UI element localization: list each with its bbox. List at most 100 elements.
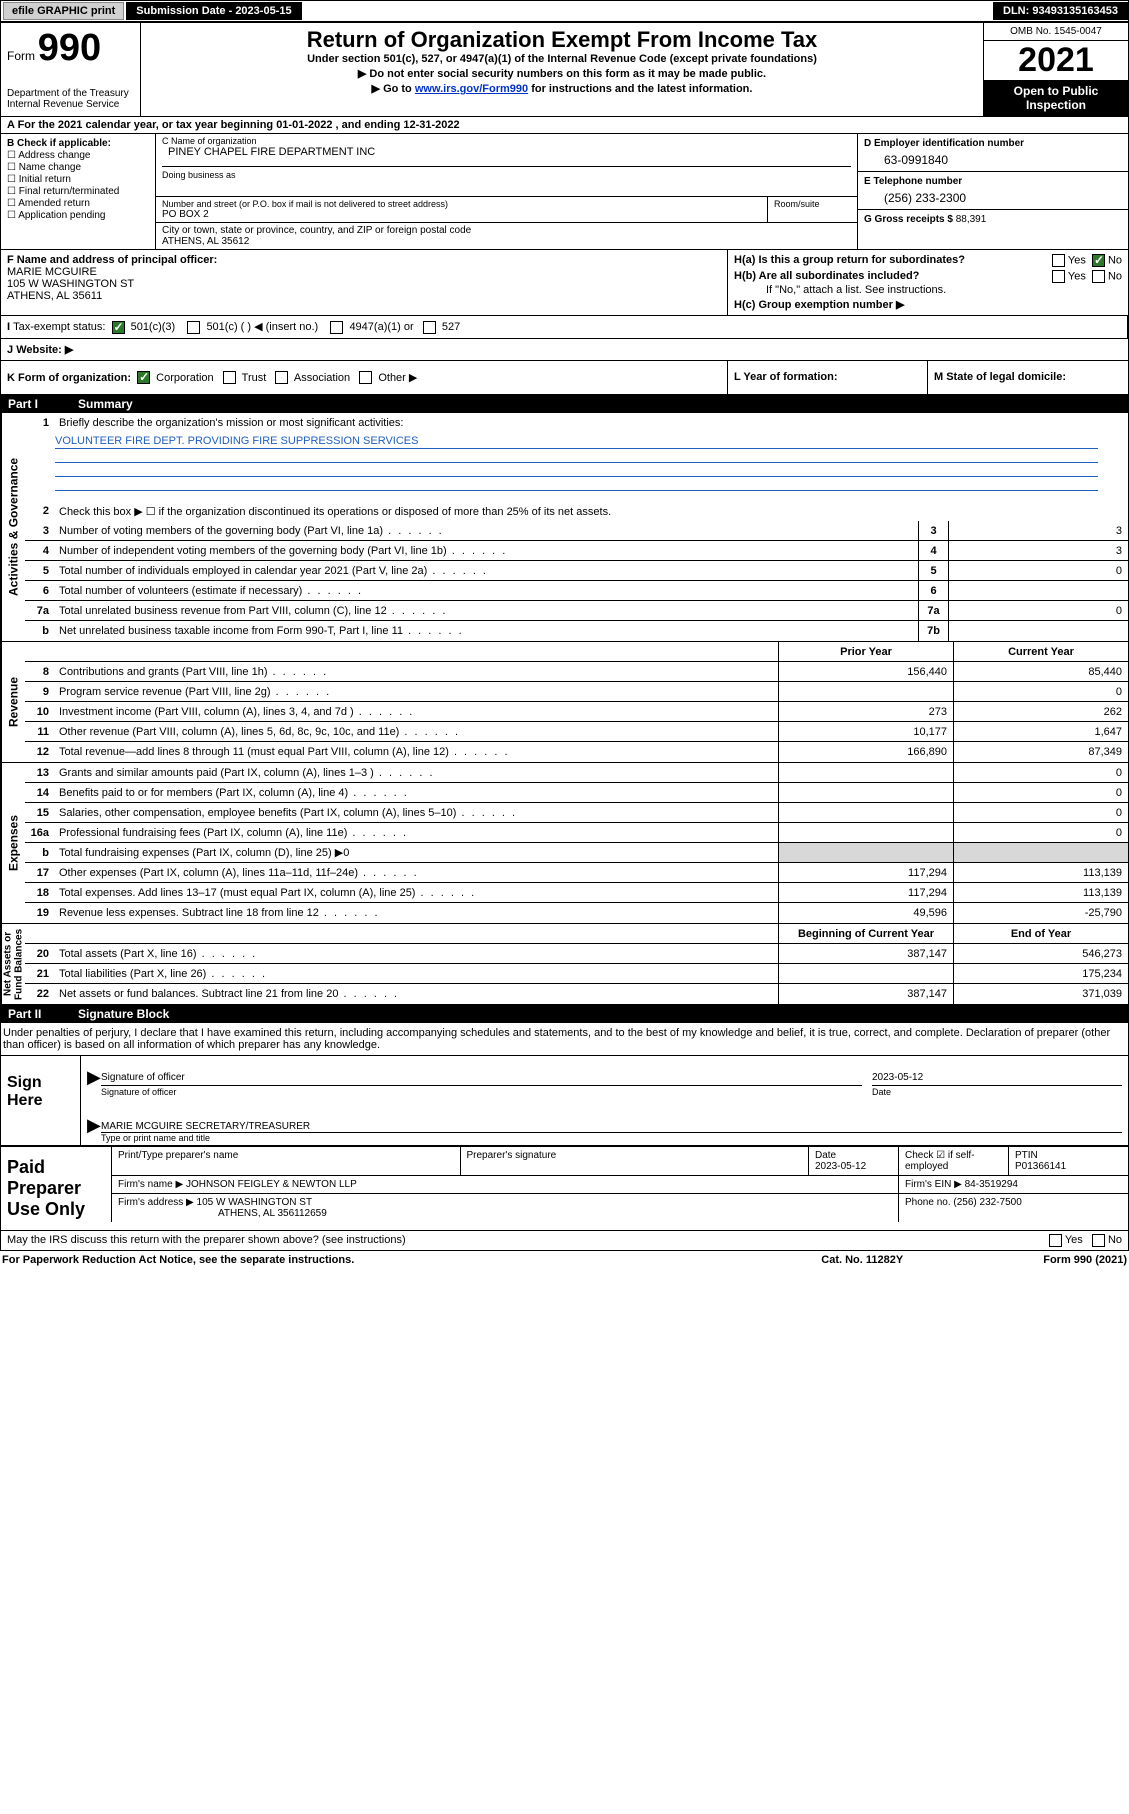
- prior-value: 49,596: [778, 903, 953, 923]
- row-desc: Contributions and grants (Part VIII, lin…: [55, 664, 778, 680]
- row-desc: Other revenue (Part VIII, column (A), li…: [55, 724, 778, 740]
- line-3-val: 3: [948, 521, 1128, 540]
- row-desc: Professional fundraising fees (Part IX, …: [55, 825, 778, 841]
- ha-yes-checkbox[interactable]: [1052, 254, 1065, 267]
- prior-value: 10,177: [778, 722, 953, 741]
- row-desc: Benefits paid to or for members (Part IX…: [55, 785, 778, 801]
- line-7a-desc: Total unrelated business revenue from Pa…: [55, 603, 918, 619]
- assoc-checkbox[interactable]: [275, 371, 288, 384]
- current-value: 0: [953, 823, 1128, 842]
- begin-year-header: Beginning of Current Year: [778, 924, 953, 943]
- form-org-label: K Form of organization:: [7, 372, 131, 384]
- hb-label: H(b) Are all subordinates included?: [734, 270, 919, 282]
- hb-yes-checkbox[interactable]: [1052, 270, 1065, 283]
- top-toolbar: efile GRAPHIC print Submission Date - 20…: [0, 0, 1129, 22]
- discuss-text: May the IRS discuss this return with the…: [7, 1234, 406, 1247]
- 4947-checkbox[interactable]: [330, 321, 343, 334]
- dln-label: DLN: 93493135163453: [993, 2, 1128, 20]
- ha-no-checkbox[interactable]: [1092, 254, 1105, 267]
- chk-final-return[interactable]: Final return/terminated: [7, 186, 149, 197]
- prior-value: 166,890: [778, 742, 953, 762]
- row-desc: Salaries, other compensation, employee b…: [55, 805, 778, 821]
- chk-initial-return[interactable]: Initial return: [7, 174, 149, 185]
- net-assets-section: Net Assets or Fund Balances Beginning of…: [0, 924, 1129, 1005]
- paid-preparer-label: Paid Preparer Use Only: [1, 1147, 111, 1230]
- ein-label: D Employer identification number: [864, 138, 1122, 149]
- preparer-name-header: Print/Type preparer's name: [111, 1147, 460, 1175]
- paid-preparer-block: Paid Preparer Use Only Print/Type prepar…: [0, 1146, 1129, 1231]
- current-value: 175,234: [953, 964, 1128, 983]
- box-b-label: B Check if applicable:: [7, 138, 111, 149]
- website-label: Website: ▶: [16, 344, 73, 356]
- self-employed-cell: Check ☑ if self-employed: [898, 1147, 1008, 1175]
- box-h-group-return: H(a) Is this a group return for subordin…: [728, 250, 1128, 315]
- part-1-num: Part I: [8, 397, 78, 411]
- gross-receipts-label: G Gross receipts $: [864, 214, 953, 225]
- table-row: 13Grants and similar amounts paid (Part …: [25, 763, 1128, 783]
- tax-year: 2021: [984, 41, 1128, 80]
- expenses-section: Expenses 13Grants and similar amounts pa…: [0, 763, 1129, 924]
- corp-checkbox[interactable]: [137, 371, 150, 384]
- 527-checkbox[interactable]: [423, 321, 436, 334]
- row-desc: Net assets or fund balances. Subtract li…: [55, 986, 778, 1002]
- sig-arrow-icon-2: ▶: [87, 1107, 101, 1143]
- line-2-desc: Check this box ▶ ☐ if the organization d…: [55, 503, 1128, 520]
- room-suite-label: Room/suite: [768, 197, 858, 223]
- officer-label: F Name and address of principal officer:: [7, 254, 217, 266]
- chk-amended-return[interactable]: Amended return: [7, 198, 149, 209]
- table-row: 11Other revenue (Part VIII, column (A), …: [25, 722, 1128, 742]
- instruction-line-2: ▶ Go to www.irs.gov/Form990 for instruct…: [151, 82, 973, 95]
- current-value: 0: [953, 763, 1128, 782]
- trust-checkbox[interactable]: [223, 371, 236, 384]
- current-value: 85,440: [953, 662, 1128, 681]
- row-desc: Total revenue—add lines 8 through 11 (mu…: [55, 744, 778, 760]
- city-label: City or town, state or province, country…: [162, 225, 851, 236]
- table-row: 22Net assets or fund balances. Subtract …: [25, 984, 1128, 1004]
- line-7b-desc: Net unrelated business taxable income fr…: [55, 623, 918, 639]
- current-value: 546,273: [953, 944, 1128, 963]
- current-value: 0: [953, 783, 1128, 802]
- gross-receipts-value: 88,391: [956, 214, 987, 225]
- name-title-label: Type or print name and title: [101, 1133, 1122, 1143]
- line-a-tax-year: A For the 2021 calendar year, or tax yea…: [1, 117, 1128, 134]
- table-row: 9Program service revenue (Part VIII, lin…: [25, 682, 1128, 702]
- prior-value: [778, 783, 953, 802]
- 501c3-checkbox[interactable]: [112, 321, 125, 334]
- tax-exempt-label: Tax-exempt status:: [13, 321, 105, 333]
- part-2-num: Part II: [8, 1007, 78, 1021]
- efile-print-button[interactable]: efile GRAPHIC print: [3, 2, 124, 20]
- chk-application-pending[interactable]: Application pending: [7, 210, 149, 221]
- current-value: 371,039: [953, 984, 1128, 1004]
- line-6-val: [948, 581, 1128, 600]
- header-left: Form 990 Department of the Treasury Inte…: [1, 23, 141, 116]
- sign-here-label: Sign Here: [1, 1056, 81, 1145]
- paperwork-notice: For Paperwork Reduction Act Notice, see …: [2, 1254, 354, 1266]
- discuss-yes-checkbox[interactable]: [1049, 1234, 1062, 1247]
- prior-value: [778, 964, 953, 983]
- table-row: 12Total revenue—add lines 8 through 11 (…: [25, 742, 1128, 762]
- signature-date-field: 2023-05-12: [872, 1058, 1122, 1086]
- preparer-date-cell: Date2023-05-12: [808, 1147, 898, 1175]
- current-value: 1,647: [953, 722, 1128, 741]
- officer-signature-field[interactable]: Signature of officer: [101, 1058, 862, 1086]
- chk-address-change[interactable]: Address change: [7, 150, 149, 161]
- hb-no-checkbox[interactable]: [1092, 270, 1105, 283]
- ha-label: H(a) Is this a group return for subordin…: [734, 254, 965, 266]
- prior-value: [778, 823, 953, 842]
- other-checkbox[interactable]: [359, 371, 372, 384]
- current-value: 113,139: [953, 863, 1128, 882]
- cat-no: Cat. No. 11282Y: [821, 1254, 903, 1266]
- row-desc: Total assets (Part X, line 16): [55, 946, 778, 962]
- line-1-desc: Briefly describe the organization's miss…: [55, 415, 1128, 431]
- discuss-no-checkbox[interactable]: [1092, 1234, 1105, 1247]
- governance-section: Activities & Governance 1Briefly describ…: [0, 413, 1129, 642]
- chk-name-change[interactable]: Name change: [7, 162, 149, 173]
- line-4-val: 3: [948, 541, 1128, 560]
- governance-side-label: Activities & Governance: [1, 413, 25, 641]
- 501c-checkbox[interactable]: [187, 321, 200, 334]
- sig-arrow-icon: ▶: [87, 1058, 101, 1097]
- table-row: 14Benefits paid to or for members (Part …: [25, 783, 1128, 803]
- phone-value: (256) 233-2300: [864, 187, 1122, 205]
- row-desc: Total fundraising expenses (Part IX, col…: [55, 844, 778, 861]
- irs-link[interactable]: www.irs.gov/Form990: [415, 83, 528, 95]
